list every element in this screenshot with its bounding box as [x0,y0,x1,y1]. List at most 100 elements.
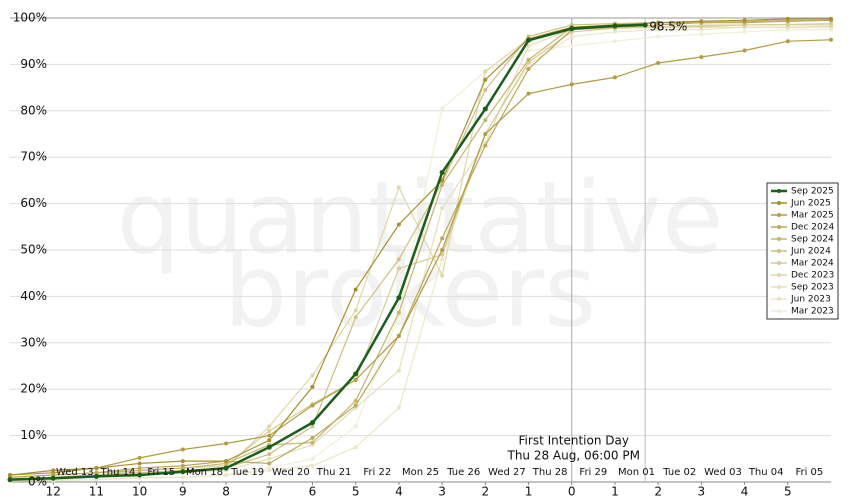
point [310,384,315,389]
date-tick-label: Wed 27 [488,467,526,478]
x-tick-label: 1 [525,485,533,499]
point [224,473,229,478]
date-tick-label: Fri 29 [579,467,607,478]
point [7,477,13,483]
point [180,463,185,468]
point [267,424,272,429]
y-tick-label: 30% [20,335,47,349]
legend-swatch [777,189,781,193]
date-tick-label: Fri 22 [363,467,391,478]
point [396,368,401,373]
date-tick-label: Thu 14 [100,467,136,478]
point [612,39,617,44]
date-tick-label: Fri 15 [147,467,175,478]
date-tick-label: Wed 13 [56,467,94,478]
date-tick-label: Mon 01 [618,467,655,478]
point [440,252,445,257]
x-tick-label: 4 [741,485,749,499]
point [569,26,575,32]
y-tick-label: 10% [20,428,47,442]
point [569,82,574,87]
point [137,466,142,471]
point [353,371,359,377]
point [829,16,833,21]
series-line [9,29,831,482]
point [785,16,790,21]
legend-swatch [777,285,781,289]
point [699,24,704,29]
legend-label: Mar 2024 [791,259,834,269]
point [353,424,358,429]
y-tick-label: 70% [20,150,47,164]
x-tick-label: 2 [481,485,489,499]
y-tick-label: 50% [20,243,47,257]
legend-swatch [777,249,781,253]
date-tick-label: Tue 26 [446,467,480,478]
x-tick-label: 9 [179,485,187,499]
point [642,22,648,28]
date-tick-label: Wed 20 [272,467,310,478]
x-tick-label: 12 [46,485,61,499]
legend-label: Dec 2024 [791,223,834,233]
date-tick-label: Thu 21 [316,467,352,478]
point [137,472,143,478]
x-tick-label: 3 [698,485,706,499]
point [612,75,617,80]
date-tick-label: Tue 02 [662,467,696,478]
point [440,106,445,111]
grid [10,17,831,483]
point [310,403,315,408]
x-tick-label: 2 [654,485,662,499]
point [8,473,12,478]
point [612,29,617,34]
point [396,185,401,190]
legend-swatch [777,297,781,301]
x-tick-label: 7 [265,485,273,499]
point [94,466,99,471]
point [224,441,229,446]
series-line [9,23,646,481]
point [440,236,445,241]
point [440,178,445,183]
series-line [9,18,831,476]
point [137,461,142,466]
legend-swatch [777,201,781,205]
legend-swatch [777,225,781,229]
annotation: First Intention Day [519,434,629,448]
legend-label: Dec 2023 [791,271,834,281]
point [353,403,358,408]
y-tick-label: 80% [20,103,47,117]
point [440,183,445,188]
point [526,67,531,72]
point [180,469,186,475]
legend-label: Mar 2023 [791,307,834,317]
point [396,266,401,271]
crosshair-label: 98.5% [649,20,687,34]
legend-swatch [777,213,781,217]
series-line [9,39,832,476]
point [223,465,229,471]
y-tick-label: 90% [20,57,47,71]
point [699,32,704,37]
legend-label: Sep 2024 [791,235,834,245]
point [526,91,531,96]
legend-label: Jun 2025 [790,199,831,209]
point [353,315,358,320]
point [440,206,445,211]
point [785,22,790,27]
legend: Sep 2025 Jun 2025 Mar 2025 Dec 2024 Sep 2024… [766,182,839,320]
point [353,398,358,403]
point [439,170,445,176]
point [396,222,401,227]
annotation: Thu 28 Aug, 06:00 PM [506,449,640,463]
x-tick-label: 11 [89,485,104,499]
point [51,468,56,473]
point [742,48,747,53]
y-tick-label: 20% [20,382,47,396]
date-tick-label: Fri 05 [795,467,823,478]
point [267,461,272,466]
x-tick-label: 10 [132,485,147,499]
point [93,473,99,479]
point [310,456,315,461]
